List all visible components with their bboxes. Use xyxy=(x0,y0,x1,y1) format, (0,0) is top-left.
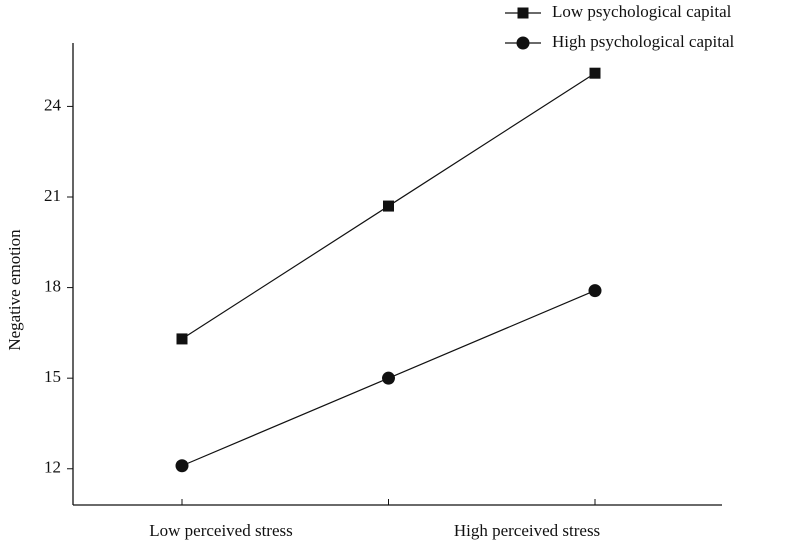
y-tick-label: 12 xyxy=(44,458,61,477)
marker xyxy=(382,371,395,385)
legend-label: High psychological capital xyxy=(552,32,735,51)
marker xyxy=(516,36,530,50)
marker xyxy=(517,7,529,19)
marker xyxy=(588,284,602,298)
legend-label: Low psychological capital xyxy=(552,2,732,21)
x-tick-label: Low perceived stress xyxy=(149,521,293,540)
y-axis-label: Negative emotion xyxy=(5,229,24,351)
y-tick-label: 15 xyxy=(44,367,61,386)
marker xyxy=(176,333,188,345)
marker xyxy=(175,459,189,473)
marker xyxy=(383,200,394,212)
y-tick-label: 18 xyxy=(44,276,61,295)
x-tick-label: High perceived stress xyxy=(454,521,600,540)
y-tick-label: 24 xyxy=(44,95,62,114)
y-tick-label: 21 xyxy=(44,186,61,205)
marker xyxy=(589,67,601,79)
